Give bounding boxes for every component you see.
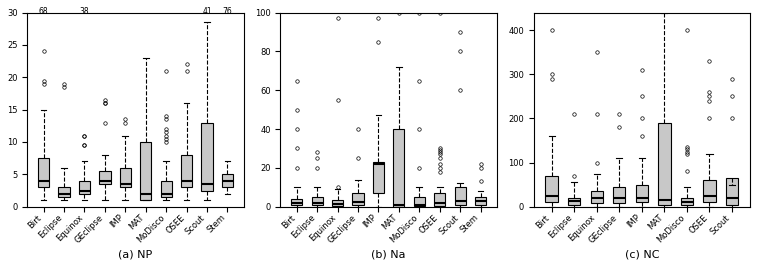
PathPatch shape — [590, 191, 603, 203]
PathPatch shape — [99, 171, 111, 184]
PathPatch shape — [726, 178, 738, 205]
PathPatch shape — [475, 197, 486, 205]
PathPatch shape — [658, 123, 671, 205]
PathPatch shape — [291, 199, 302, 205]
Text: 38: 38 — [79, 7, 89, 16]
PathPatch shape — [79, 181, 90, 194]
PathPatch shape — [434, 193, 445, 206]
PathPatch shape — [222, 174, 233, 187]
X-axis label: (a) NP: (a) NP — [118, 249, 153, 259]
PathPatch shape — [58, 187, 70, 197]
PathPatch shape — [353, 193, 363, 205]
PathPatch shape — [394, 129, 404, 207]
PathPatch shape — [703, 180, 715, 202]
PathPatch shape — [120, 168, 131, 187]
PathPatch shape — [160, 181, 172, 197]
PathPatch shape — [636, 185, 648, 202]
Text: 76: 76 — [223, 7, 232, 16]
PathPatch shape — [681, 198, 693, 205]
PathPatch shape — [201, 123, 213, 190]
Text: 41: 41 — [202, 7, 212, 16]
PathPatch shape — [332, 200, 343, 206]
PathPatch shape — [568, 198, 581, 205]
PathPatch shape — [181, 155, 192, 187]
PathPatch shape — [140, 142, 151, 200]
X-axis label: (b) Na: (b) Na — [372, 249, 406, 259]
PathPatch shape — [546, 176, 558, 202]
PathPatch shape — [613, 187, 625, 203]
PathPatch shape — [454, 187, 466, 205]
PathPatch shape — [373, 162, 384, 193]
X-axis label: (c) NC: (c) NC — [625, 249, 659, 259]
PathPatch shape — [413, 197, 425, 206]
PathPatch shape — [38, 158, 49, 187]
PathPatch shape — [312, 197, 322, 205]
Text: 68: 68 — [39, 7, 48, 16]
